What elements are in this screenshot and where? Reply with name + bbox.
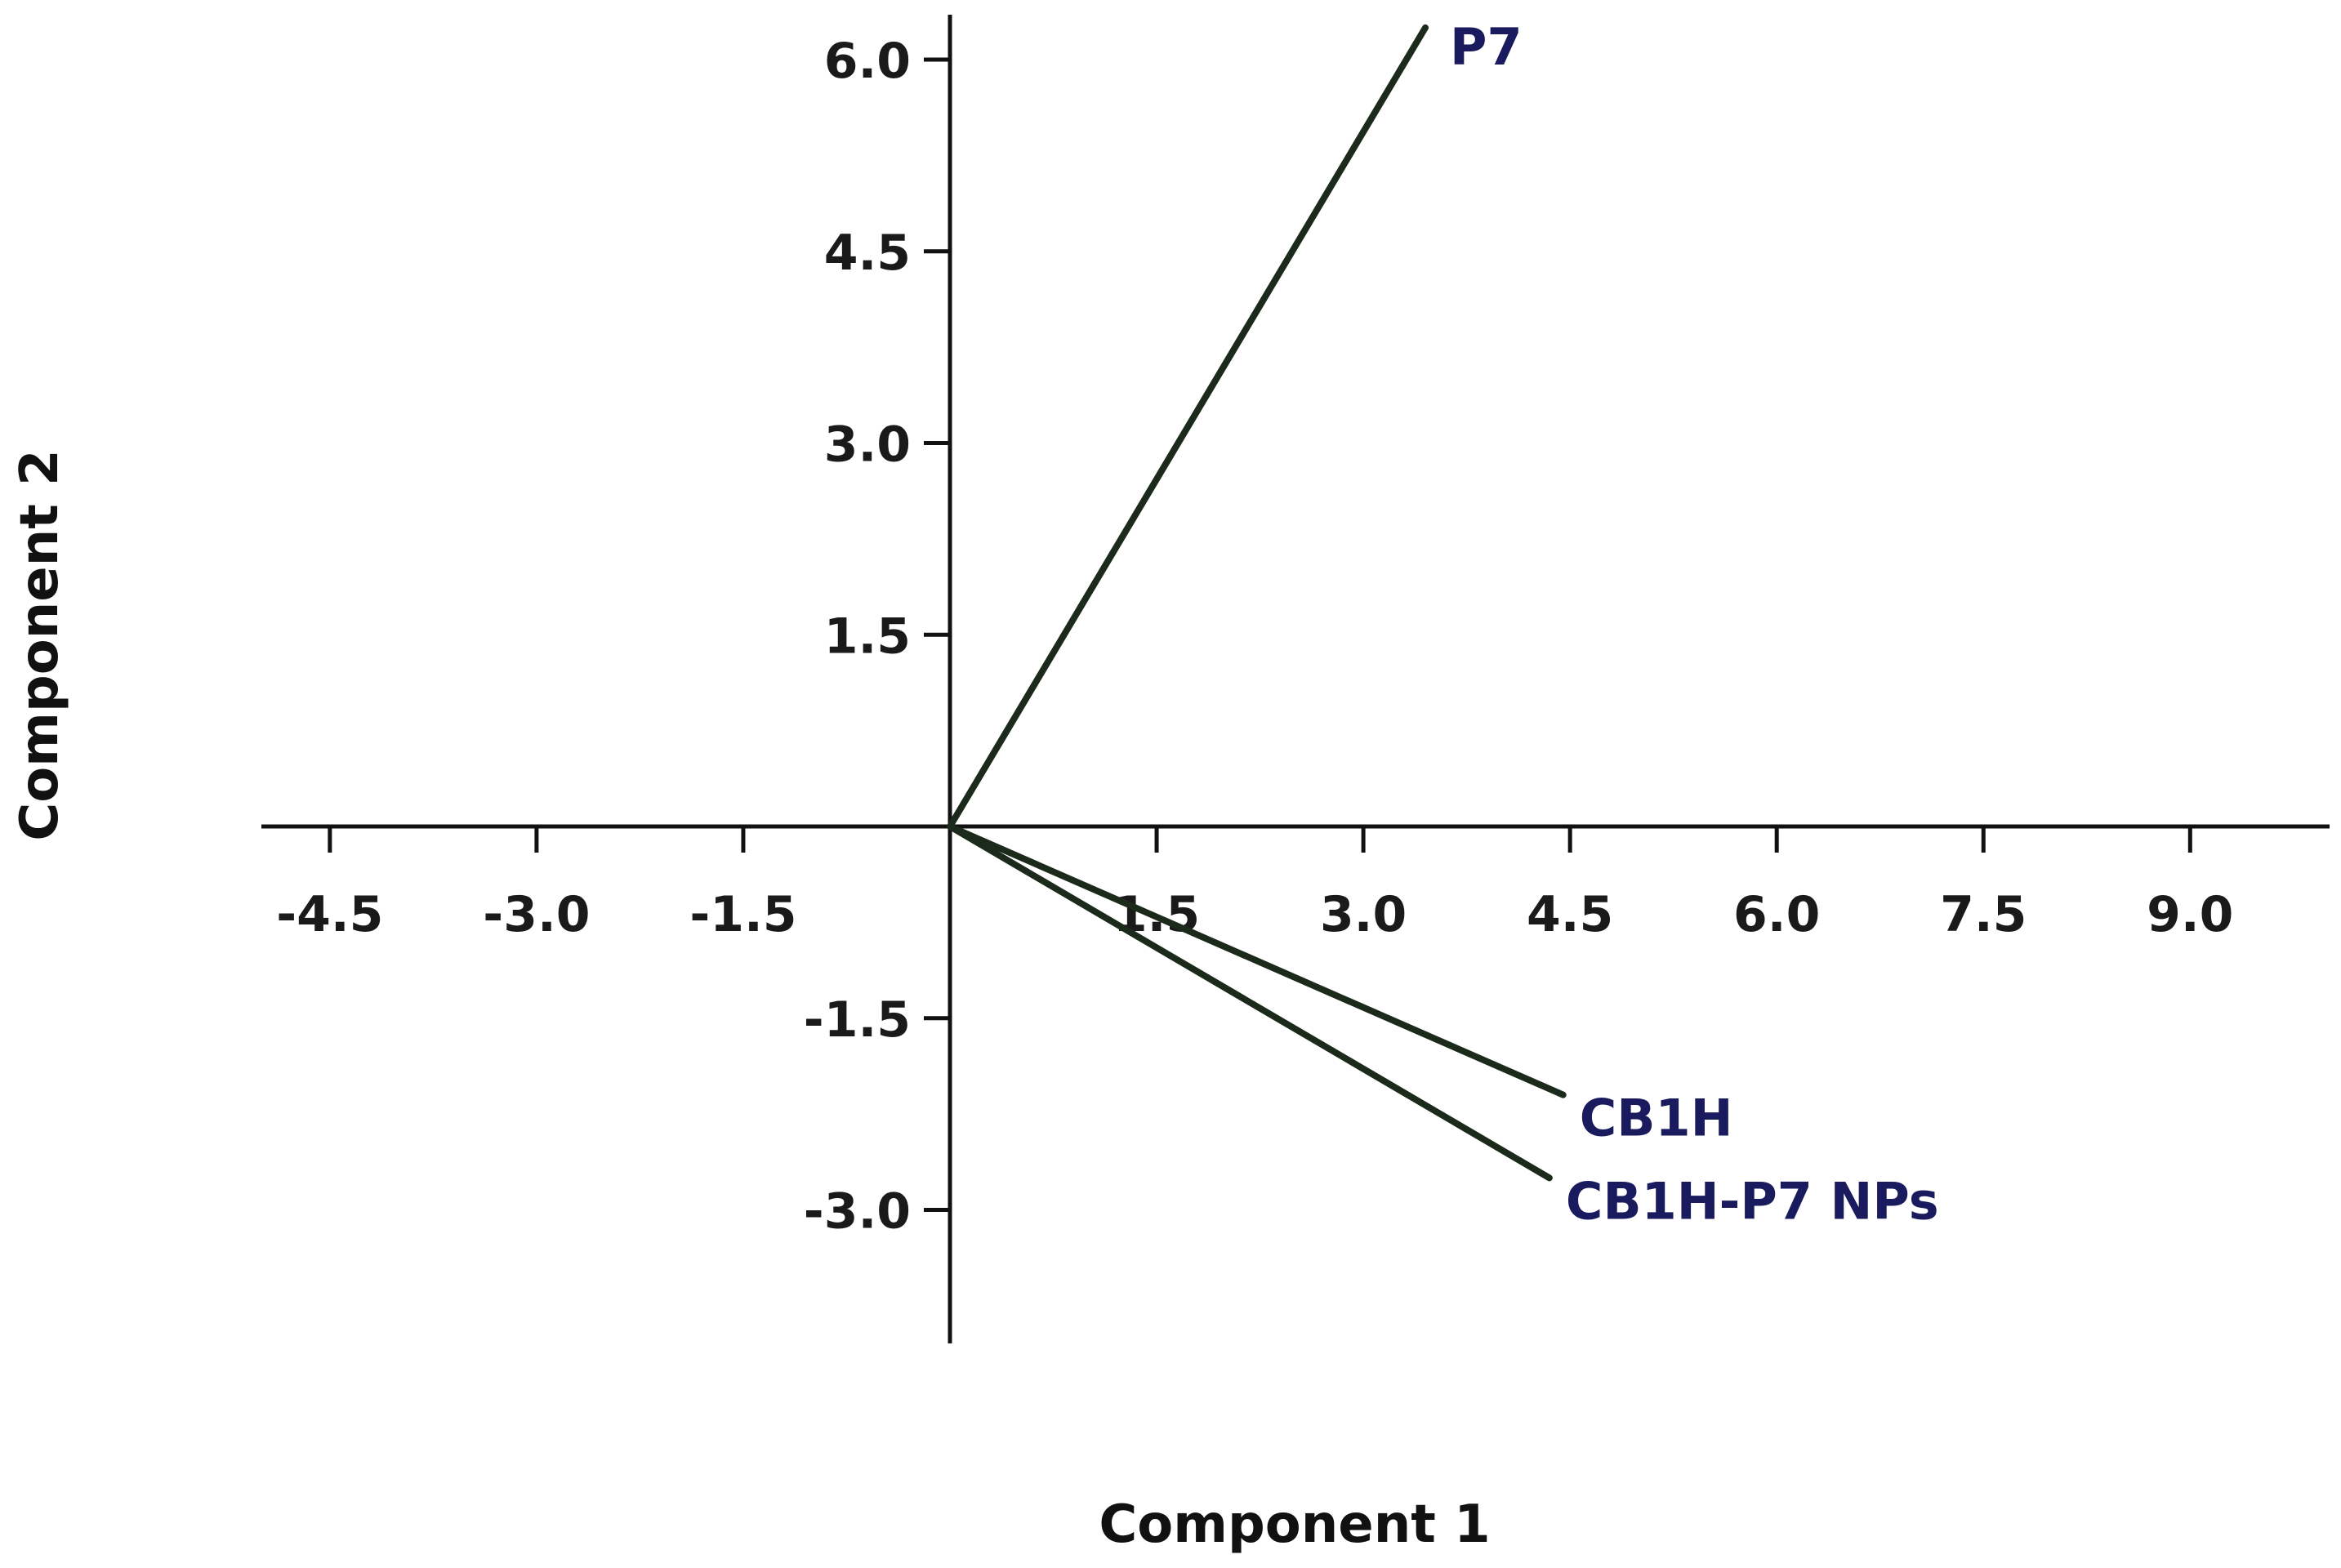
x-tick-label: 3.0 (1320, 886, 1407, 943)
ticks: -4.5 -3.0 -1.5 1.5 3.0 4.5 6.0 7.5 9.06.04.53.01… (276, 33, 2233, 1241)
labels: P7 CB1H CB1H-P7 NPs (1450, 17, 1939, 1232)
vector-label: CB1H-P7 NPs (1566, 1171, 1939, 1231)
x-tick-label: -1.5 (689, 886, 796, 943)
vectors (947, 24, 1567, 1182)
vector-line (947, 823, 1567, 1098)
axes (261, 15, 2330, 1343)
x-tick-label: 7.5 (1940, 886, 2027, 943)
x-tick-label: 9.0 (2147, 886, 2233, 943)
vector-label: CB1H (1580, 1089, 1733, 1148)
y-tick-label: -1.5 (804, 991, 911, 1049)
x-tick-label: 4.5 (1527, 886, 1613, 943)
y-tick-label: 4.5 (824, 225, 911, 282)
vector-label: P7 (1450, 17, 1523, 77)
x-tick-label: 6.0 (1733, 886, 1820, 943)
y-axis-title: Component 2 (10, 449, 70, 840)
x-tick-label: -3.0 (483, 886, 590, 943)
x-axis-title: Component 1 (1099, 1494, 1490, 1555)
y-tick-label: 1.5 (824, 608, 911, 665)
y-tick-label: 3.0 (824, 416, 911, 474)
y-tick-label: -3.0 (804, 1183, 911, 1241)
vector-line (947, 823, 1553, 1182)
y-tick-label: 6.0 (824, 33, 911, 90)
x-tick-label: -4.5 (276, 886, 383, 943)
vector-line (947, 24, 1429, 830)
